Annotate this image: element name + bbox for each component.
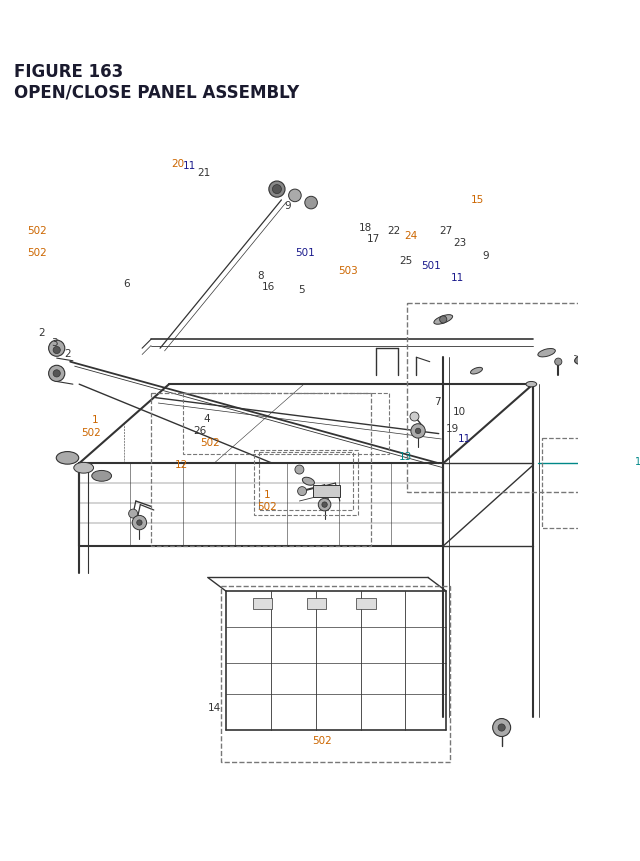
Ellipse shape [92, 471, 111, 481]
Text: 502: 502 [28, 226, 47, 236]
Text: 17: 17 [367, 233, 380, 244]
Circle shape [555, 359, 562, 366]
Text: 5: 5 [299, 285, 305, 294]
Bar [407, 304, 587, 492]
Text: 9: 9 [483, 251, 490, 261]
Bar [151, 393, 371, 547]
Text: 23: 23 [454, 238, 467, 248]
Ellipse shape [74, 463, 93, 474]
Text: 25: 25 [399, 255, 412, 265]
Text: 19: 19 [446, 424, 460, 434]
Circle shape [273, 185, 282, 195]
Text: 502: 502 [312, 735, 332, 745]
Text: 502: 502 [257, 501, 277, 511]
Circle shape [298, 487, 307, 496]
Text: 502: 502 [200, 438, 220, 448]
Text: OPEN/CLOSE PANEL ASSEMBLY: OPEN/CLOSE PANEL ASSEMBLY [13, 83, 299, 101]
Text: 22: 22 [387, 226, 401, 236]
Text: 20: 20 [172, 158, 185, 169]
Text: FIGURE 163: FIGURE 163 [13, 64, 123, 81]
Circle shape [440, 317, 447, 324]
Circle shape [53, 370, 60, 377]
Text: 1: 1 [92, 415, 98, 424]
Text: 4: 4 [204, 414, 211, 424]
Bar [618, 349, 640, 369]
Text: 502: 502 [81, 428, 100, 437]
Circle shape [49, 341, 65, 356]
Ellipse shape [526, 382, 537, 387]
Text: 10: 10 [452, 407, 465, 417]
Circle shape [415, 429, 420, 434]
Circle shape [318, 499, 331, 511]
Ellipse shape [434, 315, 452, 325]
Circle shape [49, 366, 65, 382]
Text: 501: 501 [295, 247, 315, 257]
Ellipse shape [470, 368, 483, 375]
Text: 18: 18 [358, 223, 372, 232]
Bar [542, 438, 589, 529]
Text: 13: 13 [635, 456, 640, 466]
Text: 16: 16 [262, 282, 275, 292]
Text: 14: 14 [208, 703, 221, 713]
Text: 503: 503 [338, 266, 358, 276]
Bar [259, 452, 353, 511]
Text: 502: 502 [28, 247, 47, 257]
Ellipse shape [575, 354, 600, 365]
Bar [221, 586, 451, 762]
Text: 6: 6 [123, 278, 130, 288]
Bar [182, 393, 389, 455]
Text: 26: 26 [193, 425, 206, 436]
Circle shape [498, 724, 505, 731]
Bar [307, 598, 326, 610]
Circle shape [129, 510, 138, 518]
Bar [255, 450, 358, 516]
Text: 501: 501 [422, 261, 441, 270]
Text: 12: 12 [175, 460, 188, 469]
Circle shape [493, 719, 511, 737]
Text: 8: 8 [257, 270, 264, 281]
Text: 1: 1 [264, 489, 271, 499]
Text: 11: 11 [451, 272, 464, 282]
Circle shape [411, 424, 425, 438]
Text: 7: 7 [435, 396, 441, 406]
Bar [356, 598, 376, 610]
Circle shape [295, 466, 304, 474]
Text: 13: 13 [399, 451, 412, 461]
Circle shape [269, 182, 285, 198]
Circle shape [132, 516, 147, 530]
Bar [313, 486, 340, 498]
Text: 21: 21 [198, 168, 211, 177]
Text: 9: 9 [284, 201, 291, 211]
Text: 11: 11 [458, 433, 471, 443]
Text: 11: 11 [183, 161, 196, 170]
Circle shape [137, 520, 142, 526]
Text: 3: 3 [51, 338, 58, 348]
Circle shape [305, 197, 317, 209]
Text: 27: 27 [439, 226, 452, 236]
Text: 2: 2 [64, 348, 70, 358]
Circle shape [631, 380, 637, 385]
Circle shape [322, 502, 327, 508]
Ellipse shape [302, 478, 314, 486]
Ellipse shape [56, 452, 79, 465]
Text: 2: 2 [38, 328, 45, 338]
Text: 24: 24 [404, 231, 418, 240]
Text: 15: 15 [471, 195, 484, 205]
Ellipse shape [538, 349, 556, 357]
Circle shape [53, 347, 60, 354]
Bar [253, 598, 273, 610]
Circle shape [289, 190, 301, 202]
Circle shape [410, 412, 419, 422]
